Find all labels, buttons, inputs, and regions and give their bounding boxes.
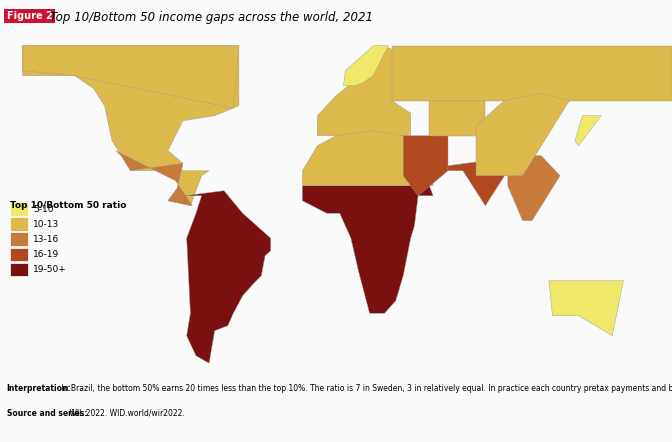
Polygon shape [22, 46, 239, 206]
Text: Interpretation:: Interpretation: [7, 384, 71, 392]
Polygon shape [343, 46, 388, 86]
Polygon shape [116, 151, 192, 206]
Polygon shape [302, 186, 433, 313]
Text: 10-13: 10-13 [33, 220, 59, 229]
Text: WIL 2022. WID.world/wir2022.: WIL 2022. WID.world/wir2022. [67, 409, 185, 418]
Polygon shape [575, 116, 601, 146]
Polygon shape [22, 46, 239, 108]
Text: 5-10: 5-10 [33, 205, 54, 213]
Text: 16-19: 16-19 [33, 250, 59, 259]
Text: 13-16: 13-16 [33, 235, 59, 244]
Polygon shape [302, 131, 433, 186]
Text: Top 10/Bottom 50 ratio: Top 10/Bottom 50 ratio [10, 201, 126, 210]
Polygon shape [185, 191, 271, 363]
Text: Source and series:: Source and series: [7, 409, 87, 418]
Text: Figure 2: Figure 2 [7, 11, 52, 21]
Polygon shape [549, 281, 624, 336]
Polygon shape [392, 46, 672, 101]
Polygon shape [403, 136, 448, 196]
Polygon shape [476, 93, 569, 176]
Text: 19-50+: 19-50+ [33, 265, 67, 274]
Polygon shape [448, 161, 508, 206]
Polygon shape [429, 101, 485, 136]
Text: Top 10/Bottom 50 income gaps across the world, 2021: Top 10/Bottom 50 income gaps across the … [50, 11, 374, 24]
Polygon shape [508, 156, 560, 221]
Text: In Brazil, the bottom 50% earns 20 times less than the top 10%. The ratio is 7 i: In Brazil, the bottom 50% earns 20 times… [59, 384, 672, 392]
Polygon shape [317, 46, 411, 136]
